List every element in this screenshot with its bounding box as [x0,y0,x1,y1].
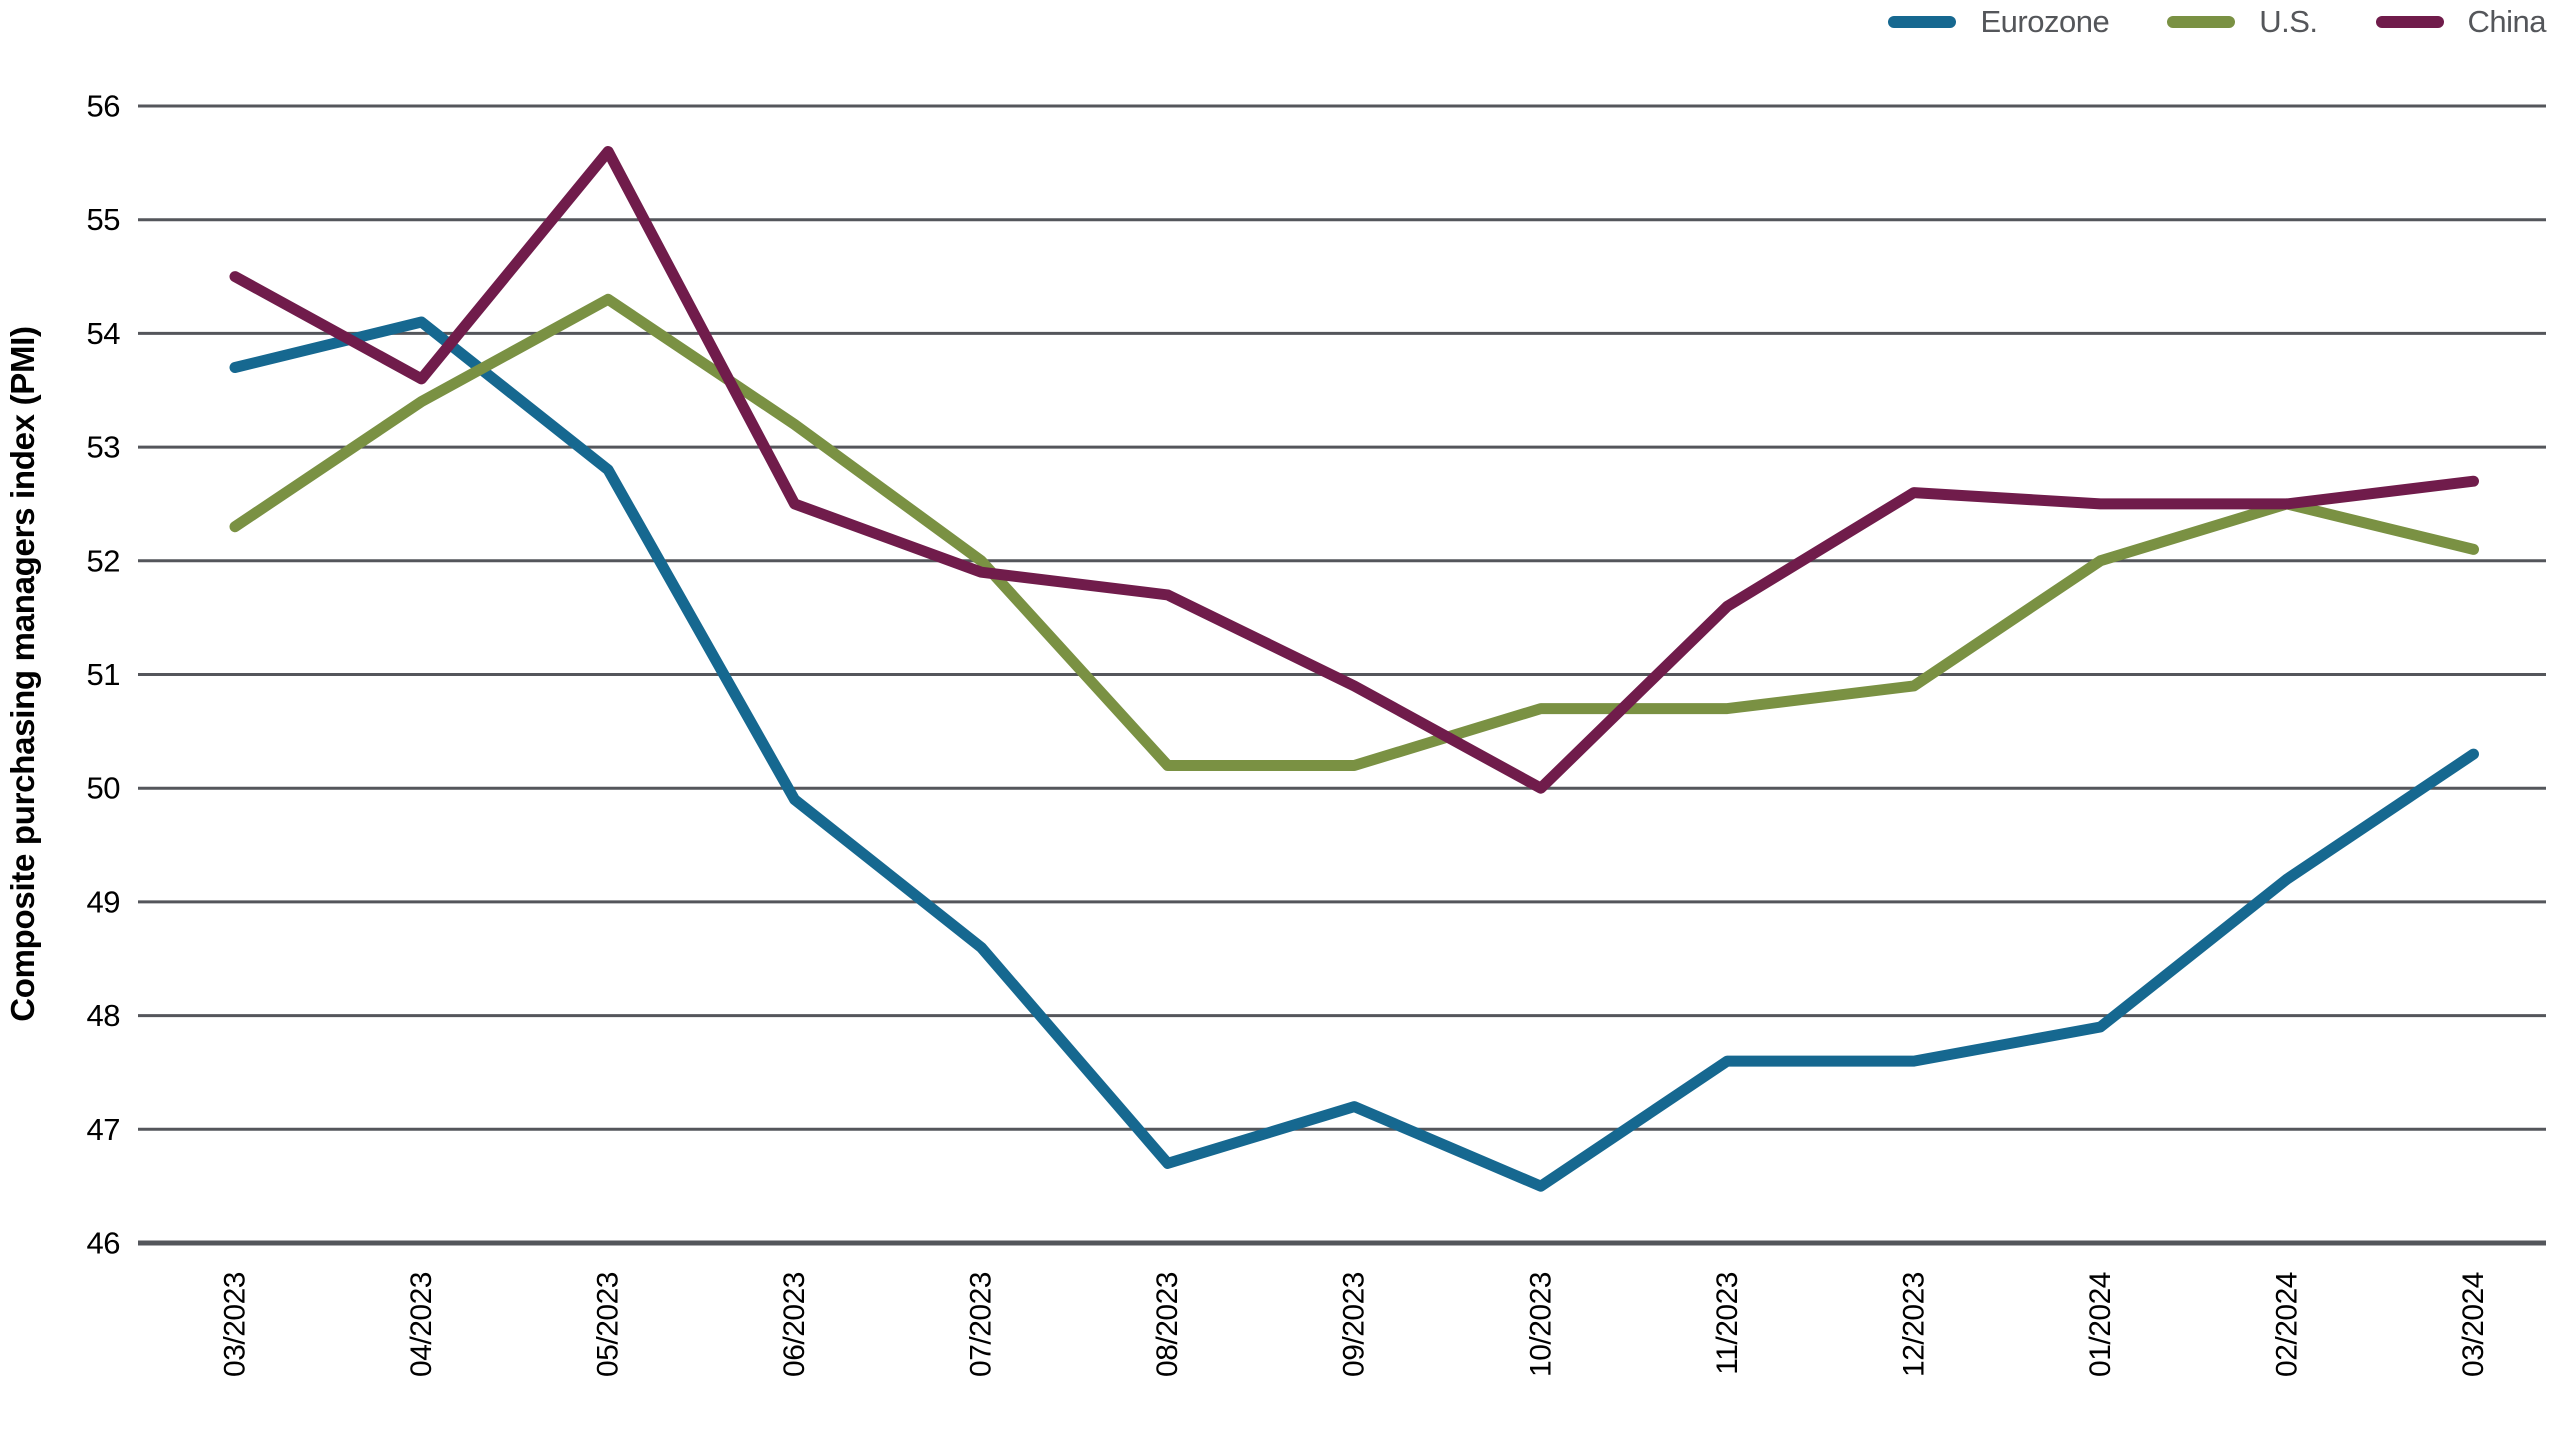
y-tick-label: 46 [87,1226,120,1261]
x-tick-label: 10/2023 [1524,1272,1557,1377]
legend-label: U.S. [2259,4,2318,39]
y-axis-title: Composite purchasing managers index (PMI… [4,326,41,1022]
legend-item-china: China [2375,4,2547,40]
series-lines [229,146,2479,1192]
legend-item-u-s-: U.S. [2167,4,2318,40]
series-line-china [229,146,2479,794]
y-tick-label: 52 [87,543,120,578]
x-tick-label: 11/2023 [1711,1272,1744,1375]
legend-swatch-icon [2167,16,2236,28]
y-tick-label: 53 [87,430,120,465]
series-line-eurozone [229,316,2479,1192]
x-tick-labels: 03/2023 04/2023 05/2023 06/2023 07/2023 08/20… [219,1272,2490,1377]
x-tick-label: 04/2023 [405,1272,438,1377]
legend: Eurozone U.S. China [1888,4,2546,40]
legend-swatch-icon [2375,16,2444,28]
x-tick-label: 08/2023 [1151,1272,1184,1377]
x-tick-label: 03/2024 [2457,1272,2490,1377]
y-tick-label: 56 [87,89,120,124]
y-tick-label: 48 [87,998,120,1033]
x-tick-label: 02/2024 [2270,1272,2303,1377]
legend-label: Eurozone [1980,4,2110,39]
x-tick-label: 05/2023 [592,1272,625,1377]
x-tick-label: 07/2023 [965,1272,998,1377]
y-tick-label: 54 [87,316,121,351]
x-tick-label: 03/2023 [219,1272,252,1377]
legend-swatch-icon [1888,16,1957,28]
series-line-u-s- [229,293,2479,771]
x-tick-label: 09/2023 [1338,1272,1371,1377]
y-tick-label: 49 [87,884,120,919]
x-tick-label: 06/2023 [778,1272,811,1377]
x-tick-label: 01/2024 [2084,1272,2117,1377]
y-tick-labels: 46 47 48 49 50 51 52 53 54 55 56 [87,89,121,1261]
y-tick-label: 55 [87,202,120,237]
y-tick-label: 50 [87,771,121,806]
y-tick-label: 47 [87,1112,120,1147]
y-tick-label: 51 [87,657,120,692]
x-tick-label: 12/2023 [1897,1272,1930,1377]
legend-label: China [2467,4,2547,39]
legend-item-eurozone: Eurozone [1888,4,2110,40]
